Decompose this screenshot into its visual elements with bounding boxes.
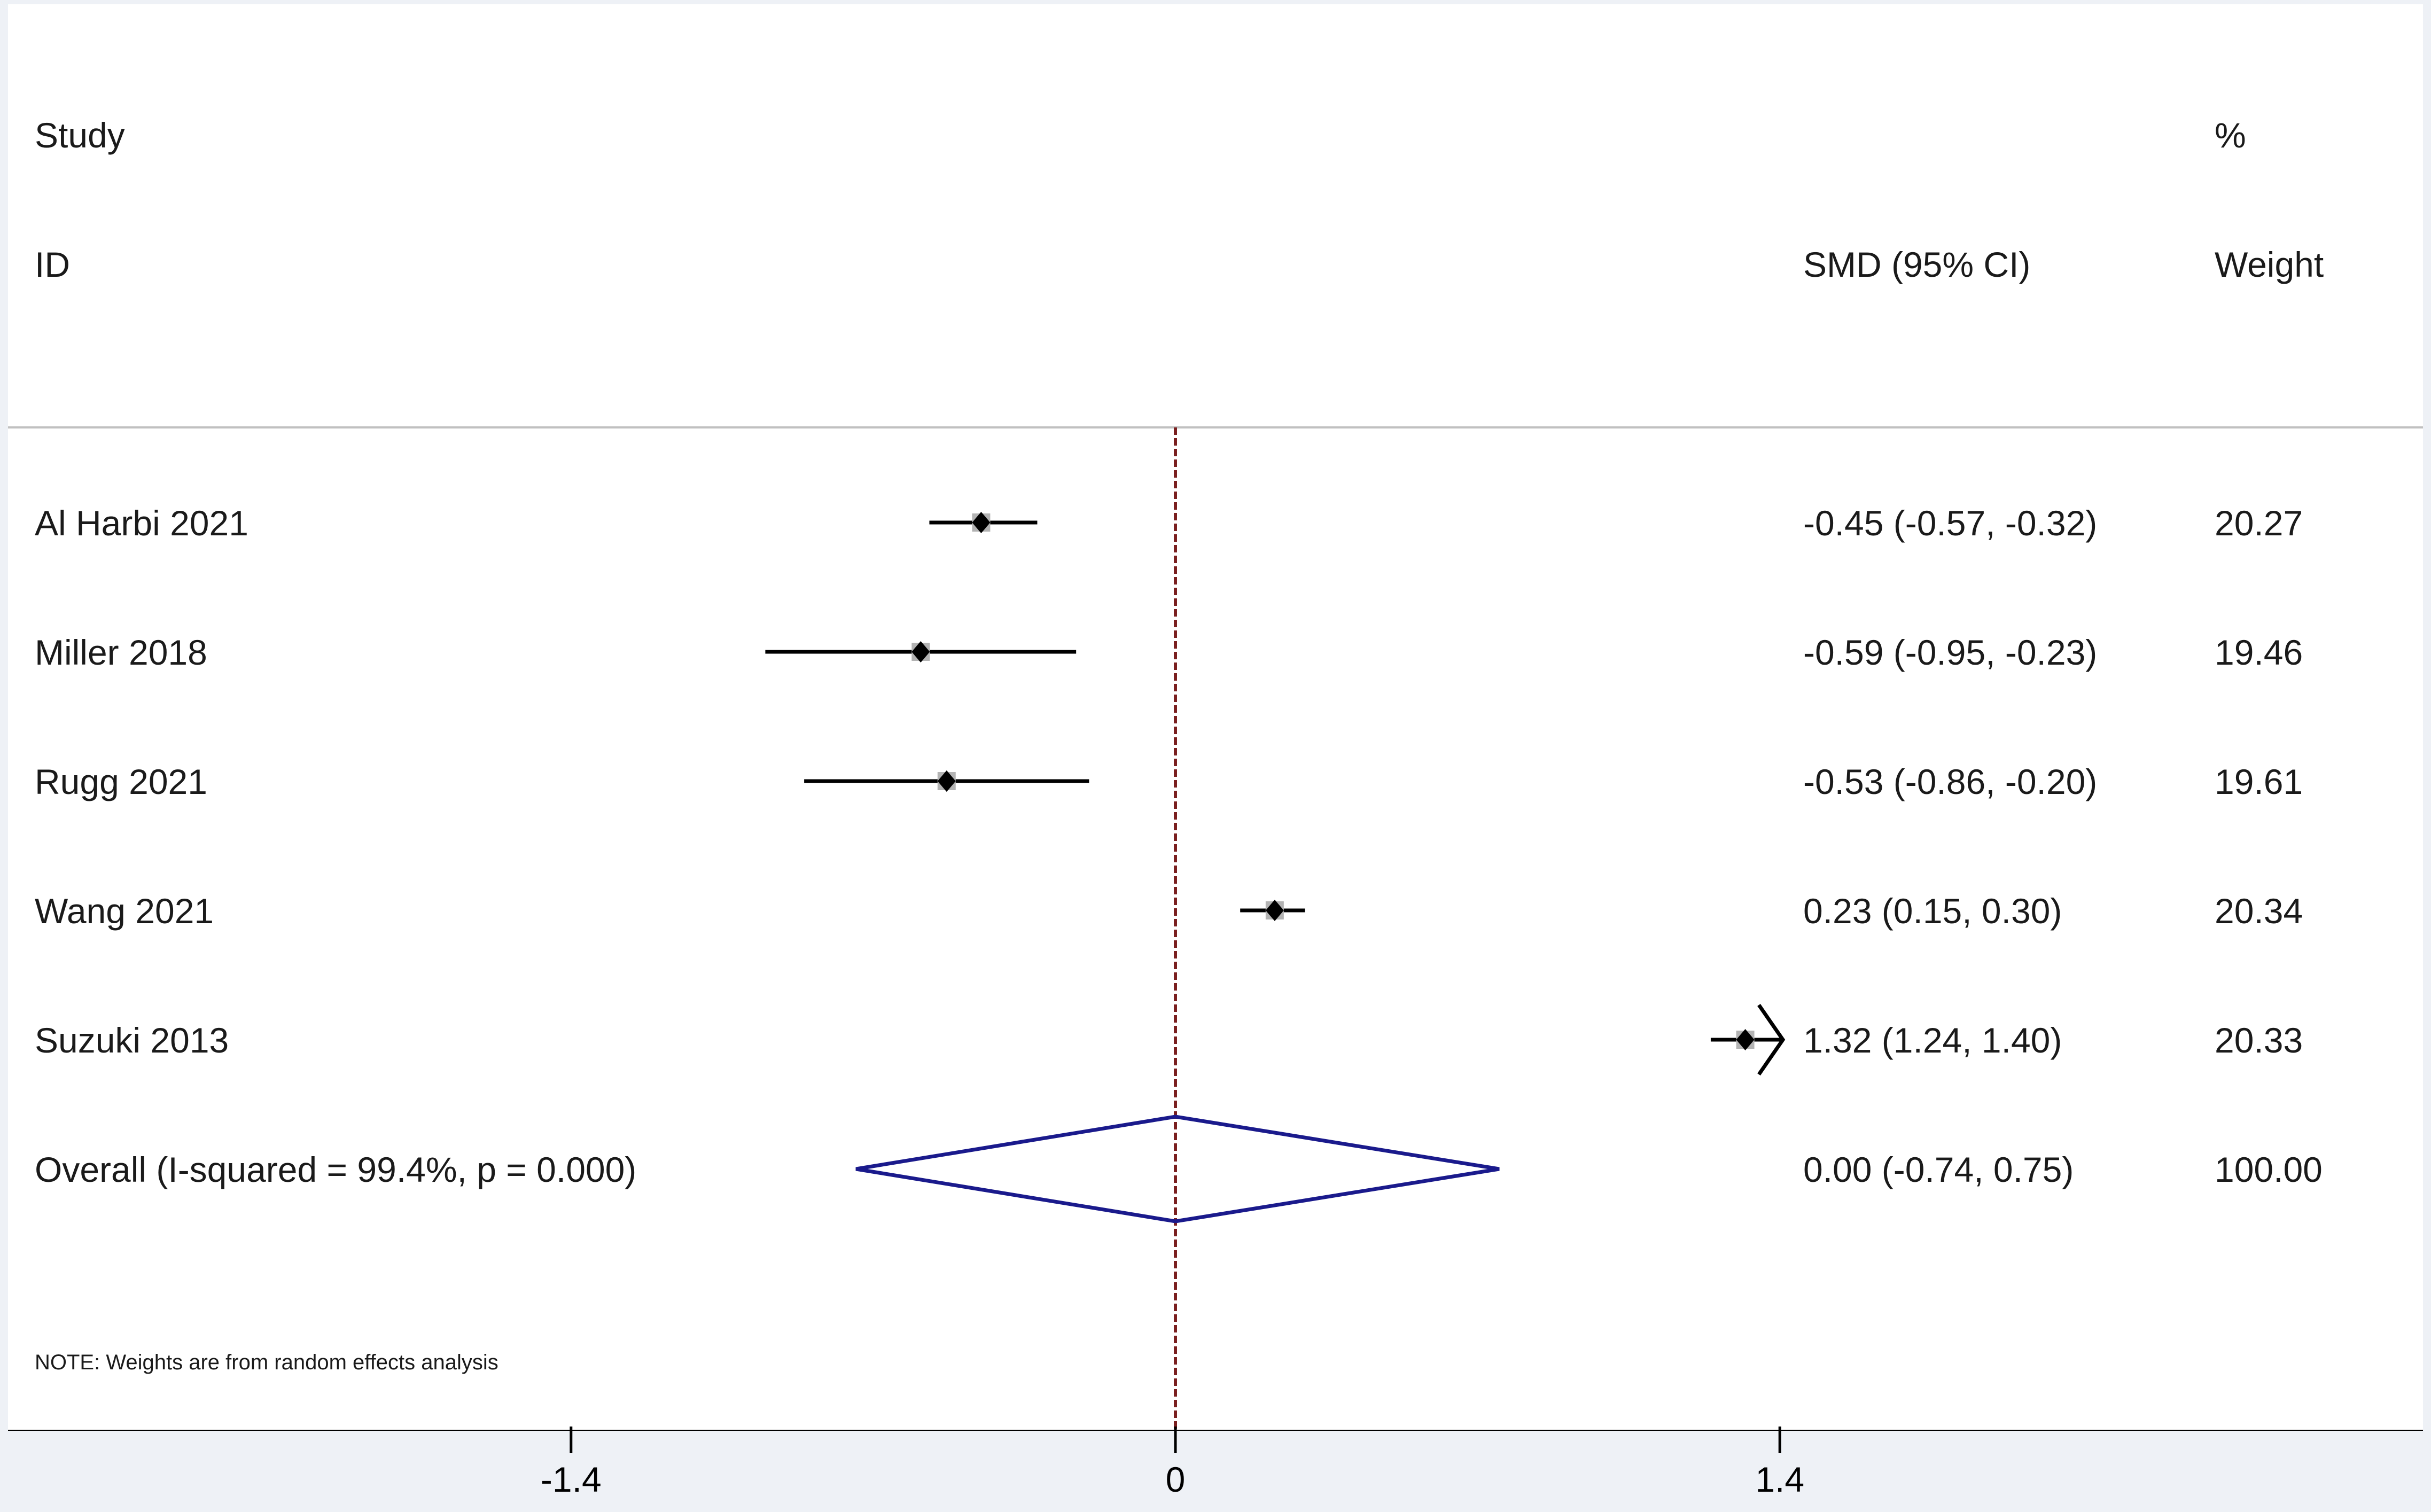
x-axis-ticks: -1.4 0 1.4 xyxy=(541,1427,1804,1499)
study-ci-text: -0.59 (-0.95, -0.23) xyxy=(1803,633,2097,672)
study-id: Miller 2018 xyxy=(35,633,207,672)
overall-weight: 100.00 xyxy=(2215,1150,2323,1189)
study-ci-text: -0.53 (-0.86, -0.20) xyxy=(1803,762,2097,801)
x-axis: -1.4 0 1.4 xyxy=(541,1427,1804,1499)
study-row: Suzuki 2013 1.32 (1.24, 1.40) 20.33 xyxy=(35,1004,2303,1075)
study-id: Suzuki 2013 xyxy=(35,1020,229,1060)
overall-ci-text: 0.00 (-0.74, 0.75) xyxy=(1803,1150,2074,1189)
study-weight: 19.46 xyxy=(2215,633,2303,672)
x-tick-label: 0 xyxy=(1166,1460,1186,1499)
point-estimate xyxy=(911,641,930,663)
study-weight: 20.27 xyxy=(2215,503,2303,543)
study-ci-text: 1.32 (1.24, 1.40) xyxy=(1803,1020,2062,1060)
study-id: Al Harbi 2021 xyxy=(35,503,248,543)
study-weight: 20.33 xyxy=(2215,1020,2303,1060)
study-ci-text: 0.23 (0.15, 0.30) xyxy=(1803,891,2062,931)
study-row: Miller 2018 -0.59 (-0.95, -0.23) 19.46 xyxy=(35,633,2303,672)
overall-row: Overall (I-squared = 99.4%, p = 0.000) 0… xyxy=(35,1114,2323,1223)
point-estimate xyxy=(972,512,991,533)
header-smd-ci: SMD (95% CI) xyxy=(1803,245,2030,284)
point-estimate xyxy=(937,770,956,792)
point-estimate xyxy=(1736,1029,1755,1050)
x-tick-label: 1.4 xyxy=(1755,1460,1804,1499)
ci-clip-arrow xyxy=(1757,1004,1786,1075)
point-estimate xyxy=(1265,900,1284,921)
study-row: Al Harbi 2021 -0.45 (-0.57, -0.32) 20.27 xyxy=(35,503,2303,543)
overall-label: Overall (I-squared = 99.4%, p = 0.000) xyxy=(35,1150,636,1189)
study-ci-text: -0.45 (-0.57, -0.32) xyxy=(1803,503,2097,543)
study-weight: 19.61 xyxy=(2215,762,2303,801)
study-weight: 20.34 xyxy=(2215,891,2303,931)
header-weight: Weight xyxy=(2215,245,2324,284)
study-rows: Al Harbi 2021 -0.45 (-0.57, -0.32) 20.27 Mi… xyxy=(35,503,2303,1075)
study-row: Wang 2021 0.23 (0.15, 0.30) 20.34 xyxy=(35,891,2303,931)
weights-note: NOTE: Weights are from random effects an… xyxy=(35,1351,498,1374)
overall-diamond xyxy=(855,1114,1500,1223)
study-row: Rugg 2021 -0.53 (-0.86, -0.20) 19.61 xyxy=(35,762,2303,801)
x-tick-label: -1.4 xyxy=(541,1460,602,1499)
header-percent: % xyxy=(2215,115,2246,155)
study-id: Rugg 2021 xyxy=(35,762,207,801)
forest-plot: Study ID SMD (95% CI) % Weight Al Harbi … xyxy=(8,115,2423,1431)
study-id: Wang 2021 xyxy=(35,891,214,931)
header-study: Study xyxy=(35,115,125,155)
header-id: ID xyxy=(35,245,70,284)
forest-plot-panel: Study ID SMD (95% CI) % Weight Al Harbi … xyxy=(8,4,2423,1431)
